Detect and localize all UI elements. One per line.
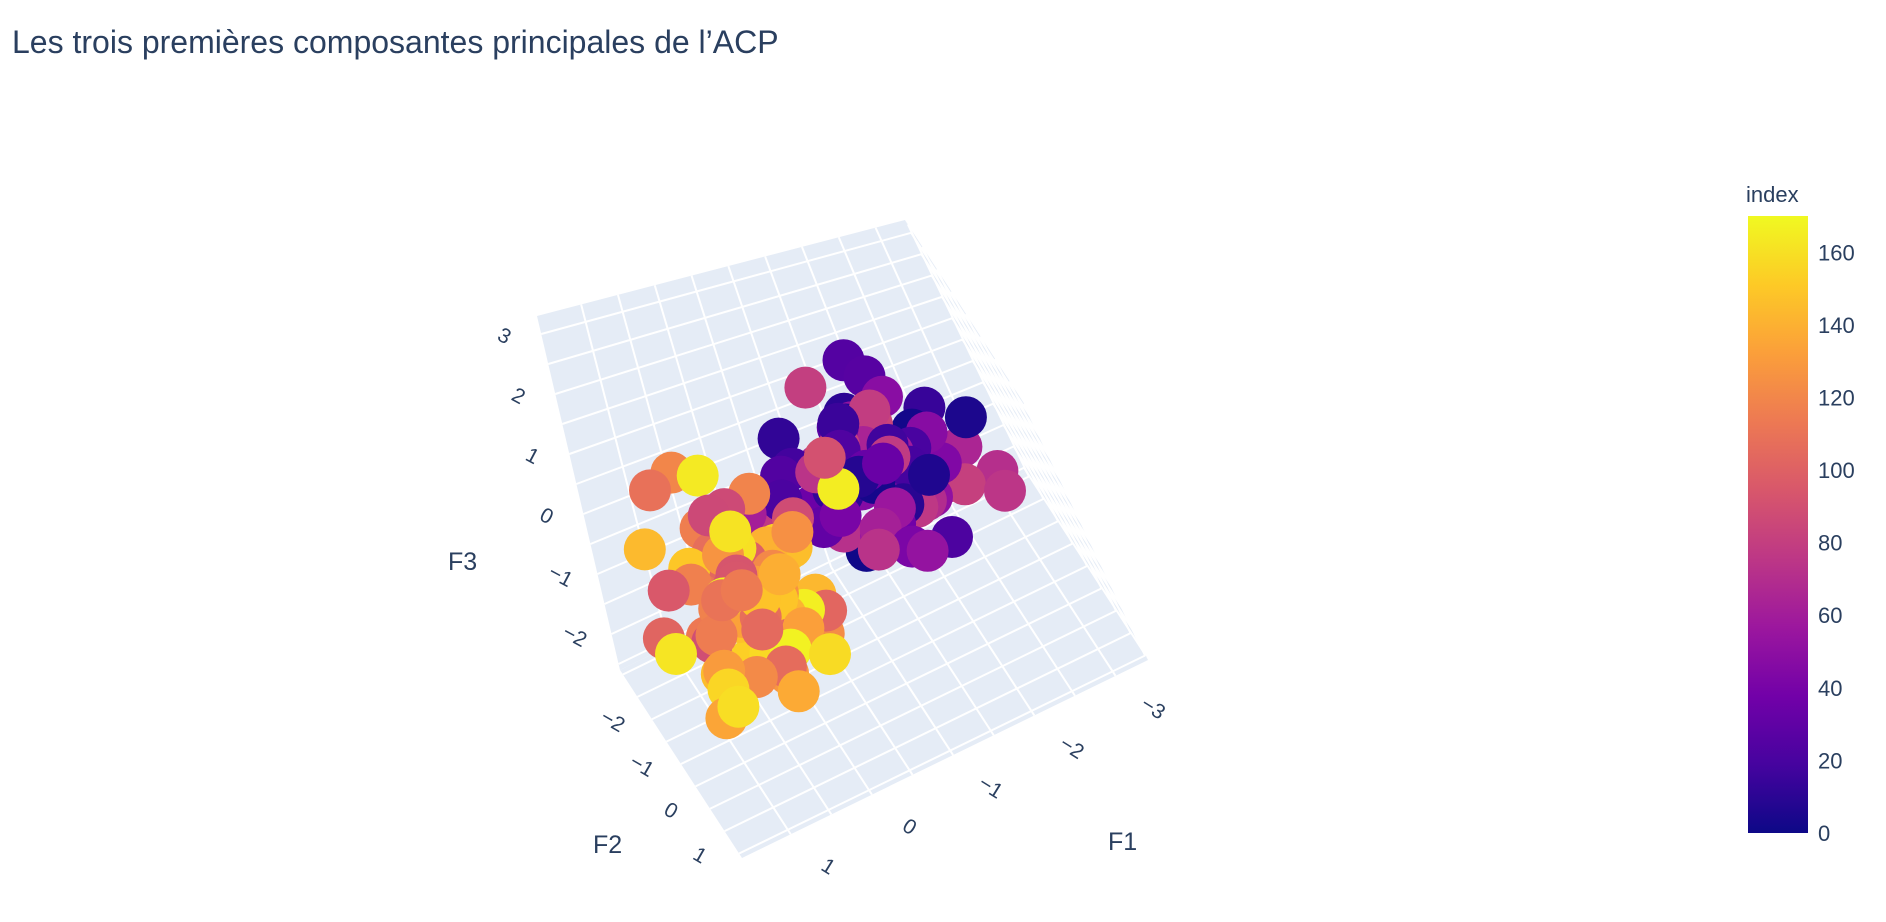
gridline	[941, 296, 1065, 486]
gridline	[961, 339, 1086, 529]
z-tick-label: 3	[494, 323, 515, 349]
scatter-point[interactable]	[777, 670, 820, 713]
scatter-point[interactable]	[695, 614, 738, 657]
gridline	[1012, 445, 1137, 635]
scatter-point[interactable]	[717, 685, 760, 728]
gridline	[695, 587, 1102, 788]
colorbar-tick-label: 20	[1818, 748, 1842, 773]
axis-titles: F1 F2 F3	[448, 548, 1137, 859]
gridline	[992, 403, 1117, 593]
x-tick-label: 1	[817, 854, 839, 880]
colorbar-tick-label: 60	[1818, 603, 1842, 628]
chart-title: Les trois premières composantes principa…	[12, 24, 779, 60]
y-axis-title: F2	[593, 831, 622, 859]
scatter-point[interactable]	[647, 569, 690, 612]
gridline	[554, 274, 932, 395]
colorbar-gradient	[1748, 216, 1808, 833]
y-tick-label: 1	[689, 843, 711, 869]
scatter-point[interactable]	[709, 510, 752, 553]
colorbar-tick-label: 140	[1818, 313, 1855, 338]
colorbar-tick-label: 0	[1818, 821, 1830, 846]
scatter-point[interactable]	[623, 528, 666, 571]
z-tick-label: −2	[559, 620, 591, 652]
scatter-point[interactable]	[862, 442, 904, 485]
scatter-point[interactable]	[629, 469, 671, 512]
x-tick-label: −1	[974, 771, 1007, 803]
gridline	[930, 274, 1055, 465]
z-tick-label: 2	[508, 383, 529, 409]
colorbar-tick-label: 160	[1818, 240, 1855, 265]
gridline	[1002, 424, 1127, 614]
scatter-point[interactable]	[720, 569, 763, 612]
gridline	[576, 338, 963, 485]
scatter-point[interactable]	[857, 528, 900, 571]
x-axis-title: F1	[1108, 828, 1137, 856]
x-tick-label: −2	[1056, 732, 1089, 764]
scatter-point[interactable]	[676, 454, 719, 497]
colorbar: index 0 20 40 60 80 100 120 140 160	[1746, 182, 1855, 846]
scatter-point[interactable]	[655, 633, 697, 675]
colorbar-tick-label: 80	[1818, 531, 1842, 556]
gridline	[540, 231, 912, 335]
gridline	[971, 360, 1096, 550]
colorbar-tick-label: 40	[1818, 676, 1842, 701]
scatter-point[interactable]	[984, 469, 1026, 512]
x-tick-label: 0	[898, 814, 920, 840]
scatter-point[interactable]	[771, 511, 814, 553]
z-tick-label: 1	[522, 443, 543, 469]
scatter-point[interactable]	[944, 396, 987, 439]
scatter-point[interactable]	[741, 608, 784, 651]
z-axis-title: F3	[448, 548, 477, 576]
x-tick-label: −3	[1137, 692, 1170, 724]
scatter-point[interactable]	[809, 633, 851, 676]
scatter-point[interactable]	[906, 529, 949, 572]
gridline	[547, 253, 922, 365]
scatter-point[interactable]	[803, 436, 846, 479]
gridline	[920, 253, 1045, 443]
scatter-points[interactable]	[623, 339, 1026, 740]
z-tick-label: −1	[545, 560, 577, 592]
gridline	[1023, 467, 1147, 657]
colorbar-ticks: 0 20 40 60 80 100 120 140 160	[1818, 240, 1855, 846]
gridline	[569, 317, 953, 455]
gridline	[1023, 403, 1146, 656]
scatter-point[interactable]	[784, 366, 827, 409]
colorbar-tick-label: 100	[1818, 458, 1855, 483]
gridline	[951, 317, 1076, 507]
y-tick-label: 0	[660, 798, 682, 824]
gridline	[724, 632, 1132, 833]
z-tick-label: 0	[536, 503, 557, 529]
scatter-point[interactable]	[908, 453, 950, 496]
gridline	[982, 381, 1106, 571]
scatter-point[interactable]	[758, 553, 801, 596]
gridline	[738, 654, 1146, 855]
colorbar-tick-label: 120	[1818, 385, 1855, 410]
colorbar-title: index	[1746, 182, 1799, 207]
gridline	[910, 232, 1034, 422]
gridline	[680, 565, 1088, 765]
gridline	[562, 295, 943, 425]
y-tick-label: −1	[626, 750, 658, 782]
gridline	[709, 609, 1117, 810]
y-tick-label: −2	[597, 705, 629, 737]
